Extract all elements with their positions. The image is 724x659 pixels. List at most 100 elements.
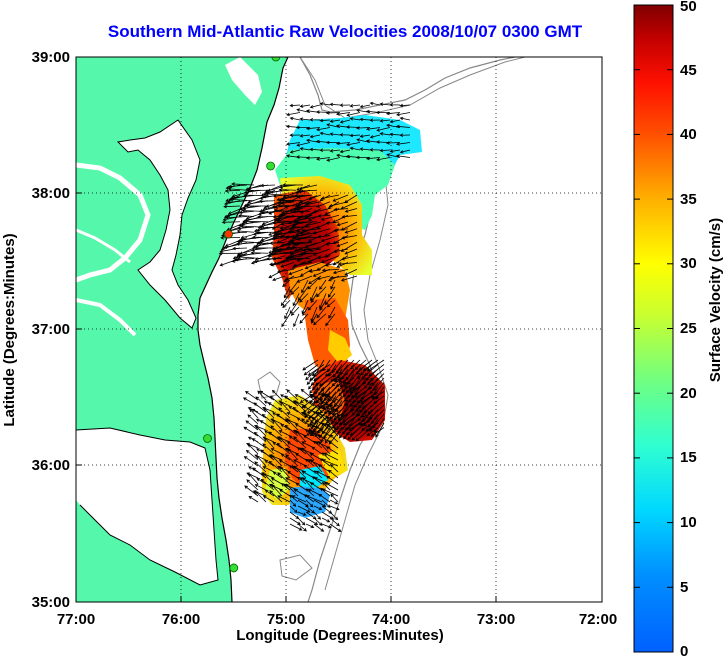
current-vector	[278, 407, 291, 419]
current-vector	[245, 449, 259, 461]
current-vector	[279, 208, 295, 217]
current-vector	[289, 103, 301, 108]
current-vector	[329, 132, 341, 136]
current-vector	[309, 368, 325, 381]
current-vector	[310, 373, 325, 386]
current-vector	[305, 499, 314, 508]
current-vector	[357, 395, 373, 409]
current-vector	[289, 499, 297, 507]
current-vector	[293, 313, 300, 328]
current-vector	[284, 424, 299, 437]
current-vector	[313, 499, 327, 507]
current-vector	[368, 413, 379, 428]
current-vector	[349, 133, 361, 138]
current-vector	[293, 436, 307, 449]
current-vector	[299, 268, 313, 277]
current-vector	[272, 471, 283, 479]
current-vector	[304, 399, 315, 407]
current-vector	[288, 435, 299, 443]
current-vector	[247, 443, 259, 455]
current-vector	[340, 275, 358, 282]
current-vector	[226, 200, 248, 204]
current-vector	[304, 201, 322, 206]
current-vector	[332, 235, 349, 244]
current-vector	[286, 412, 299, 419]
current-vector	[231, 182, 255, 186]
current-vector	[268, 228, 286, 236]
current-vector	[389, 119, 401, 124]
current-vector	[302, 247, 318, 252]
current-vector	[290, 306, 300, 316]
current-vector	[395, 154, 411, 158]
current-vector	[348, 391, 361, 403]
current-vector	[301, 470, 315, 479]
current-vector	[255, 425, 267, 437]
current-vector	[316, 201, 331, 208]
current-vector	[356, 391, 373, 404]
current-vector	[332, 364, 343, 378]
x-tick-label: 73:00	[477, 611, 515, 628]
current-vector	[308, 275, 322, 285]
current-vector	[317, 418, 331, 434]
current-vector	[269, 395, 283, 407]
current-vector	[262, 466, 275, 473]
colorbar-tick: 50	[680, 0, 697, 15]
current-vector	[339, 359, 355, 375]
current-vector	[309, 134, 321, 139]
current-vector	[308, 268, 322, 273]
grid	[76, 57, 602, 602]
current-vector	[376, 157, 391, 162]
current-vector	[296, 142, 311, 147]
current-vector	[278, 436, 291, 449]
current-vector	[329, 434, 339, 443]
current-vector	[295, 482, 307, 491]
current-vector	[369, 148, 381, 152]
current-vector	[336, 241, 349, 248]
current-vector	[312, 208, 331, 214]
current-vector	[349, 422, 367, 436]
current-vector	[295, 125, 310, 130]
current-vector	[243, 193, 262, 197]
current-vector	[326, 157, 341, 162]
current-vector	[313, 470, 323, 479]
current-vector	[332, 194, 349, 202]
current-vector	[379, 119, 391, 123]
colorbar-tick: 25	[680, 320, 697, 337]
current-vector	[369, 118, 381, 122]
current-vector	[283, 286, 291, 299]
current-vector	[300, 388, 315, 401]
current-vector	[305, 495, 323, 503]
current-vector	[277, 268, 295, 274]
current-vector	[268, 268, 286, 279]
current-vector	[268, 431, 283, 443]
current-vector	[349, 117, 361, 121]
current-vector	[399, 116, 411, 121]
current-vector	[369, 134, 381, 139]
current-vector	[339, 103, 351, 107]
current-vector	[311, 417, 323, 425]
current-vector	[341, 214, 358, 219]
colorbar-tick: 40	[680, 126, 697, 143]
current-vector	[349, 146, 361, 151]
x-tick-label: 75:00	[267, 611, 305, 628]
current-vector	[227, 205, 248, 215]
current-vector	[305, 156, 321, 160]
current-vector	[333, 248, 349, 254]
current-vector	[305, 505, 315, 514]
current-vector	[316, 275, 331, 281]
current-vector	[289, 279, 300, 293]
current-vector	[331, 359, 343, 374]
current-vector	[297, 523, 307, 532]
current-vector	[360, 364, 373, 376]
site-markers	[203, 57, 281, 573]
current-vector	[365, 127, 381, 131]
current-vector	[280, 293, 291, 307]
current-vector	[320, 214, 340, 221]
current-vector	[399, 103, 411, 108]
current-vector	[287, 471, 299, 479]
current-vector	[272, 275, 286, 282]
current-vector	[309, 400, 323, 413]
current-vector	[272, 441, 283, 449]
colorbar: 0 5 10 15 20 25 30 35 40 45 50 Surface V…	[633, 0, 724, 659]
current-vector	[369, 418, 379, 433]
